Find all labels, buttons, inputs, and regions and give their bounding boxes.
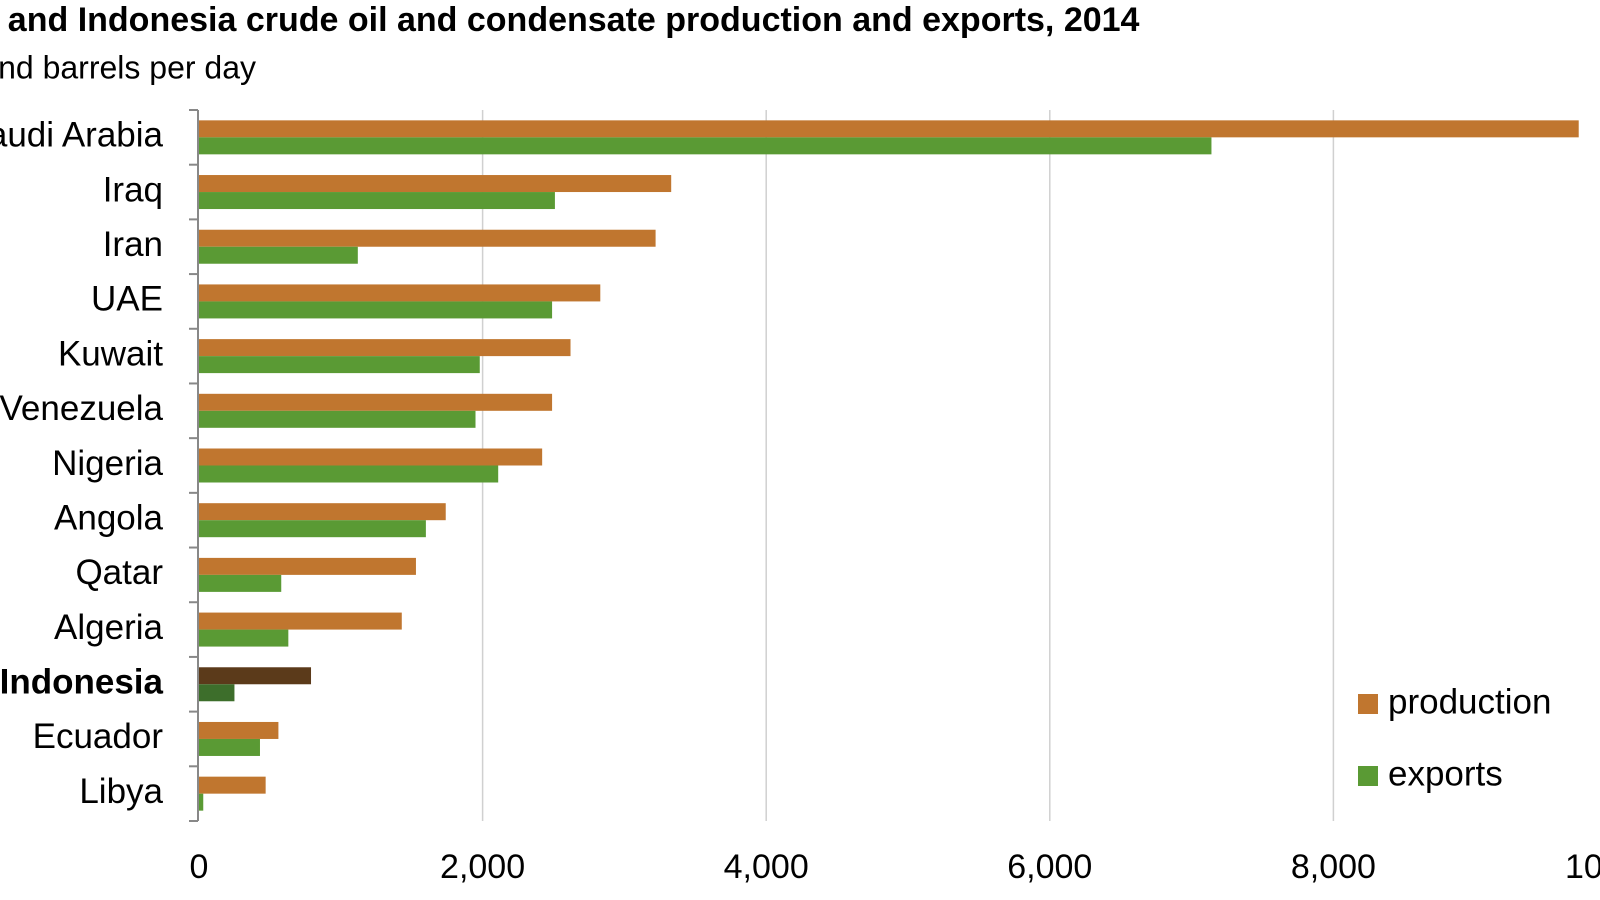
x-tick-label: 0 [190, 848, 209, 886]
bar [199, 465, 499, 483]
y-tick-label: UAE [91, 280, 163, 319]
bar [199, 684, 235, 702]
bar [199, 192, 555, 210]
bar [199, 612, 402, 630]
bar [199, 246, 358, 264]
bar [199, 393, 553, 411]
bar [199, 229, 656, 247]
legend-swatch [1358, 766, 1378, 786]
legend-label: production [1388, 682, 1551, 721]
y-tick-label: Kuwait [58, 334, 163, 373]
y-tick-label: Iraq [103, 170, 163, 209]
bar [199, 721, 279, 739]
x-tick-label: 2,000 [440, 848, 525, 886]
bar [199, 629, 289, 647]
legend-swatch [1358, 694, 1378, 714]
bar [199, 356, 480, 374]
bar [199, 137, 1212, 155]
y-tick-label: Venezuela [0, 389, 164, 428]
bar [199, 284, 601, 302]
y-tick-label: Indonesia [0, 663, 164, 702]
y-tick-label: Libya [79, 772, 163, 811]
bar [199, 120, 1579, 138]
y-tick-label: Nigeria [52, 444, 163, 483]
bar [199, 793, 204, 811]
bar [199, 175, 672, 193]
x-tick-label: 8,000 [1291, 848, 1376, 886]
bar [199, 448, 543, 466]
bar [199, 776, 266, 794]
y-tick-label: Saudi Arabia [0, 116, 164, 155]
y-tick-label: Iran [103, 225, 163, 264]
bar [199, 738, 260, 756]
bar [199, 339, 571, 357]
x-tick-label: 10,000 [1565, 848, 1600, 886]
bar [199, 667, 312, 685]
legend-label: exports [1388, 754, 1503, 793]
bar [199, 520, 426, 538]
chart-subtitle: thousand barrels per day [0, 49, 256, 85]
x-tick-label: 6,000 [1007, 848, 1092, 886]
bar [199, 503, 446, 521]
bar [199, 557, 416, 575]
x-tick-label: 4,000 [724, 848, 809, 886]
y-tick-label: Qatar [75, 553, 163, 592]
bar [199, 574, 282, 592]
y-tick-label: Ecuador [33, 717, 164, 756]
chart-title: OPEC and Indonesia crude oil and condens… [0, 1, 1140, 39]
bar [199, 410, 476, 428]
bar [199, 301, 553, 319]
y-tick-label: Angola [54, 498, 164, 537]
y-tick-label: Algeria [54, 608, 163, 647]
